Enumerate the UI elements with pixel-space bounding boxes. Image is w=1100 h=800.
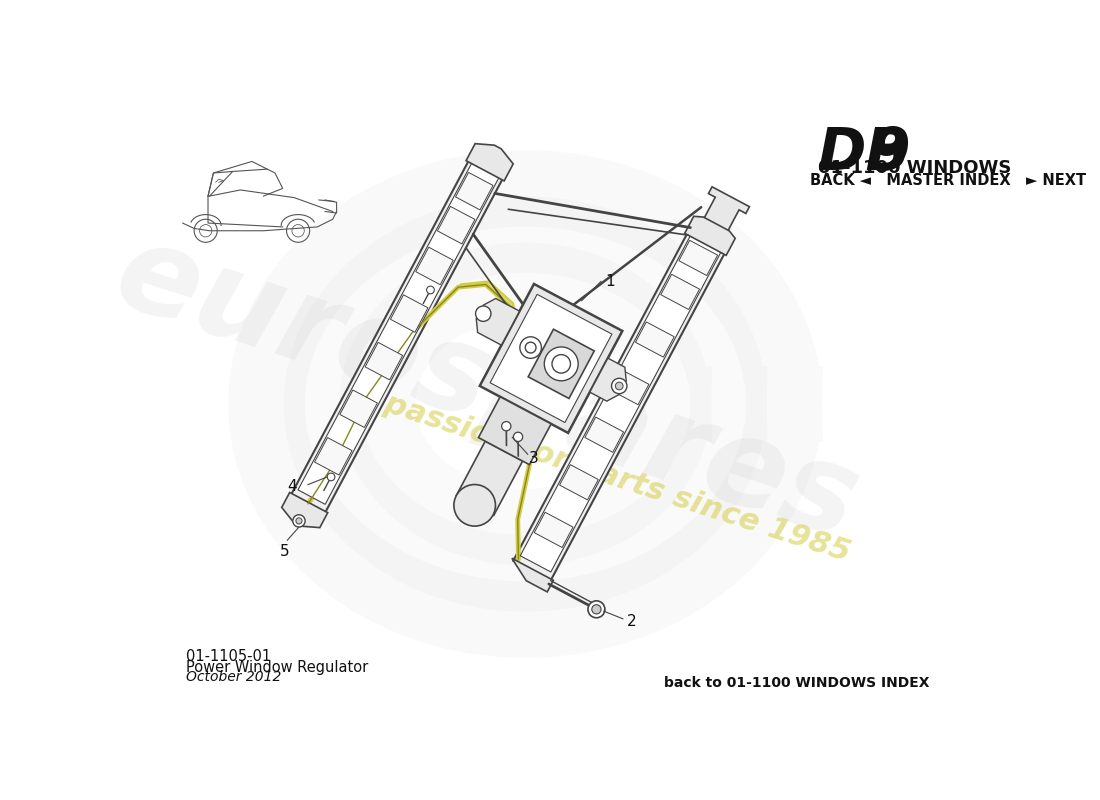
- Polygon shape: [528, 330, 594, 398]
- Text: 1: 1: [605, 274, 615, 289]
- Polygon shape: [512, 558, 553, 592]
- Polygon shape: [476, 298, 519, 345]
- Text: back to 01-1100 WINDOWS INDEX: back to 01-1100 WINDOWS INDEX: [664, 677, 930, 690]
- Text: Power Window Regulator: Power Window Regulator: [186, 660, 368, 674]
- Circle shape: [502, 422, 510, 431]
- Circle shape: [612, 378, 627, 394]
- Circle shape: [520, 337, 541, 358]
- Circle shape: [525, 342, 536, 353]
- Polygon shape: [456, 441, 522, 515]
- Text: 9: 9: [869, 126, 910, 182]
- Circle shape: [454, 485, 495, 526]
- Polygon shape: [636, 322, 674, 357]
- Text: 4: 4: [287, 478, 296, 494]
- Polygon shape: [704, 186, 749, 230]
- Polygon shape: [365, 342, 403, 380]
- Polygon shape: [491, 294, 612, 422]
- Circle shape: [615, 382, 623, 390]
- Polygon shape: [610, 370, 649, 405]
- Text: 2: 2: [627, 614, 637, 630]
- Circle shape: [475, 306, 491, 322]
- Circle shape: [544, 347, 579, 381]
- Text: 01-1105-01: 01-1105-01: [186, 649, 272, 664]
- Text: DB: DB: [818, 126, 911, 182]
- Circle shape: [514, 432, 522, 442]
- Polygon shape: [390, 295, 428, 332]
- Polygon shape: [292, 148, 509, 513]
- Circle shape: [296, 518, 303, 524]
- Text: BACK ◄   MASTER INDEX   ► NEXT: BACK ◄ MASTER INDEX ► NEXT: [810, 173, 1087, 188]
- Circle shape: [293, 514, 305, 527]
- Polygon shape: [684, 216, 735, 255]
- Text: 5: 5: [280, 544, 290, 559]
- Polygon shape: [480, 284, 623, 433]
- Polygon shape: [416, 247, 453, 285]
- Text: a passion for parts since 1985: a passion for parts since 1985: [351, 379, 854, 567]
- Polygon shape: [478, 397, 551, 465]
- Text: 01-1100 WINDOWS: 01-1100 WINDOWS: [818, 159, 1011, 177]
- Circle shape: [592, 605, 601, 614]
- Polygon shape: [661, 274, 700, 310]
- Polygon shape: [520, 230, 725, 572]
- Polygon shape: [560, 465, 598, 500]
- Polygon shape: [514, 221, 732, 581]
- Polygon shape: [438, 206, 475, 244]
- Text: October 2012: October 2012: [186, 670, 282, 685]
- Polygon shape: [282, 493, 328, 528]
- Circle shape: [427, 286, 434, 294]
- Polygon shape: [466, 144, 514, 181]
- Polygon shape: [340, 390, 377, 427]
- Polygon shape: [298, 157, 503, 504]
- Polygon shape: [585, 417, 624, 452]
- Circle shape: [327, 473, 334, 481]
- Circle shape: [587, 601, 605, 618]
- Text: 3: 3: [529, 450, 539, 466]
- Circle shape: [552, 354, 571, 373]
- Polygon shape: [535, 512, 573, 547]
- Polygon shape: [679, 240, 717, 275]
- Polygon shape: [315, 438, 352, 475]
- Text: eurospares: eurospares: [101, 214, 872, 564]
- Polygon shape: [590, 358, 626, 401]
- Polygon shape: [455, 173, 493, 210]
